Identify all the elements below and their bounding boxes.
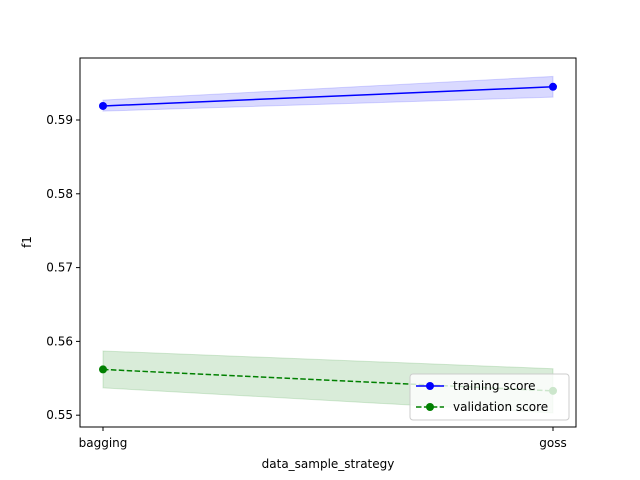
x-axis: bagging goss	[79, 427, 567, 450]
x-tick-label-goss: goss	[539, 436, 566, 450]
y-tick-label-4: 0.59	[46, 113, 73, 127]
point-series-0-bagging	[99, 101, 107, 110]
point-series-0-goss	[549, 82, 557, 91]
y-tick-label-2: 0.57	[46, 261, 73, 275]
legend-label-0: training score	[453, 379, 536, 393]
legend-marker-0	[426, 382, 434, 390]
line-series-0	[102, 86, 554, 107]
y-tick-label-0: 0.55	[46, 408, 73, 422]
legend-label-1: validation score	[453, 400, 548, 414]
point-series-1-bagging	[99, 365, 107, 374]
plot-frame	[79, 57, 577, 428]
y-tick-label-1: 0.56	[46, 334, 73, 348]
legend: training score validation score	[409, 373, 570, 421]
y-axis: 0.55 0.56 0.57 0.58 0.59	[46, 113, 80, 422]
y-tick-label-3: 0.58	[46, 187, 73, 201]
plot-area	[80, 58, 576, 427]
legend-marker-1	[426, 403, 434, 411]
x-axis-label: data_sample_strategy	[262, 457, 395, 471]
y-axis-label: f1	[20, 236, 34, 248]
legend-box	[409, 373, 570, 421]
x-tick-label-bagging: bagging	[79, 436, 128, 450]
